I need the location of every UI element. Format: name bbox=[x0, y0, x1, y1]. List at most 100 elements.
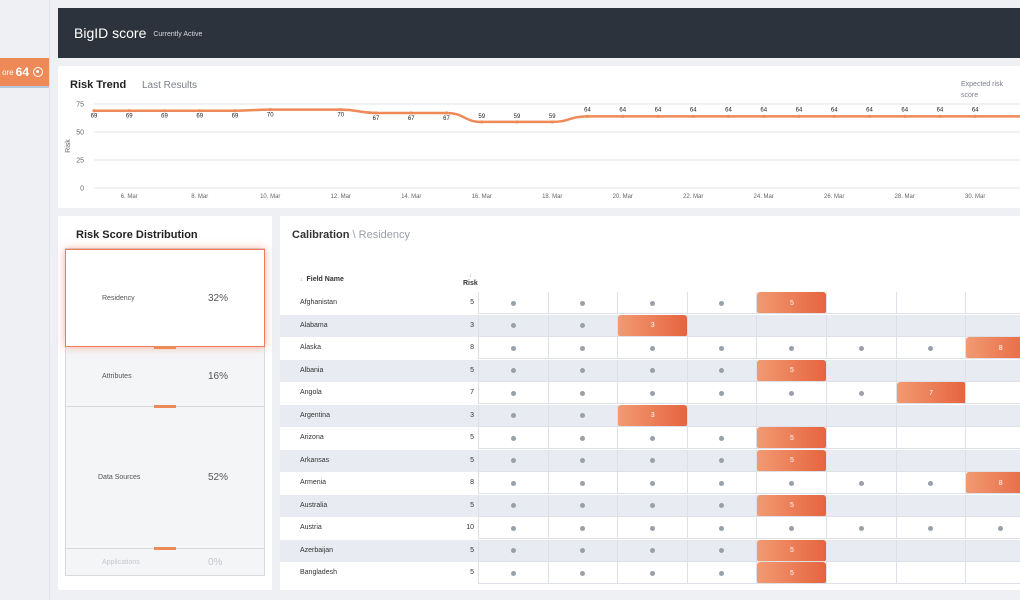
risk-cell[interactable] bbox=[478, 562, 547, 584]
risk-cell[interactable] bbox=[686, 337, 756, 359]
risk-cell[interactable] bbox=[826, 404, 895, 427]
risk-cell[interactable] bbox=[965, 517, 1020, 539]
risk-cell[interactable] bbox=[895, 494, 965, 517]
risk-cell[interactable] bbox=[547, 359, 617, 382]
selected-risk-cell[interactable]: 8 bbox=[966, 472, 1020, 494]
table-row[interactable]: Argentina 3 3 bbox=[280, 404, 1020, 427]
selected-risk-cell[interactable]: 5 bbox=[757, 539, 827, 562]
risk-cell[interactable]: 8 bbox=[965, 472, 1020, 494]
risk-cell[interactable] bbox=[965, 359, 1020, 382]
risk-cell[interactable] bbox=[686, 494, 756, 517]
risk-cell[interactable] bbox=[547, 472, 617, 494]
risk-cell[interactable] bbox=[965, 292, 1020, 314]
risk-cell[interactable]: 5 bbox=[756, 449, 827, 472]
table-row[interactable]: Arizona 5 5 bbox=[280, 427, 1020, 449]
calibration-title[interactable]: Calibration bbox=[292, 229, 350, 241]
risk-cell[interactable] bbox=[826, 472, 895, 494]
table-row[interactable]: Angola 7 7 bbox=[280, 382, 1020, 404]
risk-cell[interactable] bbox=[617, 292, 686, 314]
risk-cell[interactable] bbox=[686, 292, 756, 314]
risk-cell[interactable] bbox=[895, 404, 965, 427]
table-row[interactable]: Arkansas 5 5 bbox=[280, 449, 1020, 472]
risk-cell[interactable] bbox=[895, 449, 965, 472]
selected-risk-cell[interactable]: 3 bbox=[618, 404, 688, 427]
risk-cell[interactable] bbox=[478, 382, 547, 404]
table-row[interactable]: Albania 5 5 bbox=[280, 359, 1020, 382]
risk-cell[interactable] bbox=[478, 472, 547, 494]
distribution-item-applications[interactable]: Applications 0% bbox=[66, 549, 264, 575]
risk-cell[interactable] bbox=[617, 562, 686, 584]
risk-cell[interactable] bbox=[547, 494, 617, 517]
risk-cell[interactable] bbox=[478, 337, 547, 359]
risk-cell[interactable] bbox=[895, 562, 965, 584]
risk-cell[interactable] bbox=[617, 517, 686, 539]
risk-cell[interactable] bbox=[686, 562, 756, 584]
risk-cell[interactable] bbox=[478, 427, 547, 449]
risk-cell[interactable] bbox=[478, 292, 547, 314]
risk-cell[interactable] bbox=[547, 427, 617, 449]
risk-cell[interactable] bbox=[547, 382, 617, 404]
risk-cell[interactable] bbox=[965, 427, 1020, 449]
risk-cell[interactable] bbox=[895, 427, 965, 449]
risk-cell[interactable] bbox=[686, 404, 756, 427]
risk-cell[interactable] bbox=[756, 517, 825, 539]
risk-cell[interactable] bbox=[826, 314, 895, 337]
risk-cell[interactable] bbox=[617, 427, 686, 449]
distribution-item-data-sources[interactable]: Data Sources 52% bbox=[66, 407, 264, 550]
risk-cell[interactable]: 5 bbox=[756, 427, 827, 449]
risk-cell[interactable] bbox=[686, 539, 756, 562]
risk-cell[interactable] bbox=[895, 292, 965, 314]
risk-cell[interactable] bbox=[547, 517, 617, 539]
risk-cell[interactable]: 5 bbox=[756, 539, 827, 562]
risk-cell[interactable] bbox=[826, 292, 895, 314]
risk-cell[interactable] bbox=[965, 562, 1020, 584]
selected-risk-cell[interactable]: 8 bbox=[966, 337, 1020, 359]
risk-cell[interactable] bbox=[965, 404, 1020, 427]
table-row[interactable]: Azerbaijan 5 5 bbox=[280, 539, 1020, 562]
risk-cell[interactable] bbox=[826, 427, 895, 449]
field-name-header[interactable]: ↕ Field Name bbox=[300, 276, 344, 283]
table-row[interactable]: Alabama 3 3 bbox=[280, 314, 1020, 337]
risk-cell[interactable] bbox=[756, 472, 825, 494]
risk-cell[interactable] bbox=[686, 314, 756, 337]
risk-cell[interactable] bbox=[547, 337, 617, 359]
risk-cell[interactable] bbox=[547, 539, 617, 562]
risk-cell[interactable] bbox=[826, 449, 895, 472]
risk-cell[interactable] bbox=[895, 539, 965, 562]
risk-cell[interactable]: 5 bbox=[756, 562, 827, 584]
distribution-item-attributes[interactable]: Attributes 16% bbox=[66, 347, 264, 408]
table-row[interactable]: Armenia 8 8 bbox=[280, 472, 1020, 494]
selected-risk-cell[interactable]: 5 bbox=[757, 494, 827, 517]
selected-risk-cell[interactable]: 5 bbox=[757, 449, 827, 472]
risk-header[interactable]: ↕ Risk bbox=[463, 273, 478, 287]
risk-cell[interactable]: 7 bbox=[895, 382, 966, 404]
risk-cell[interactable] bbox=[826, 517, 895, 539]
table-row[interactable]: Afghanistan 5 5 bbox=[280, 292, 1020, 314]
risk-cell[interactable] bbox=[547, 404, 617, 427]
table-row[interactable]: Australia 5 5 bbox=[280, 494, 1020, 517]
risk-cell[interactable] bbox=[617, 449, 686, 472]
risk-cell[interactable] bbox=[478, 449, 547, 472]
risk-cell[interactable] bbox=[965, 494, 1020, 517]
selected-risk-cell[interactable]: 5 bbox=[757, 359, 827, 382]
risk-cell[interactable] bbox=[826, 562, 895, 584]
risk-cell[interactable] bbox=[617, 359, 686, 382]
risk-cell[interactable] bbox=[826, 539, 895, 562]
risk-cell[interactable] bbox=[756, 382, 825, 404]
risk-cell[interactable] bbox=[965, 449, 1020, 472]
selected-risk-cell[interactable]: 3 bbox=[618, 314, 688, 337]
table-row[interactable]: Bangladesh 5 5 bbox=[280, 562, 1020, 584]
risk-cell[interactable]: 5 bbox=[756, 494, 827, 517]
risk-cell[interactable] bbox=[478, 539, 547, 562]
risk-cell[interactable] bbox=[965, 539, 1020, 562]
risk-cell[interactable] bbox=[617, 472, 686, 494]
risk-cell[interactable]: 5 bbox=[756, 292, 827, 314]
risk-cell[interactable] bbox=[826, 382, 895, 404]
risk-cell[interactable] bbox=[547, 449, 617, 472]
risk-cell[interactable] bbox=[756, 337, 825, 359]
risk-cell[interactable] bbox=[547, 314, 617, 337]
risk-cell[interactable] bbox=[826, 494, 895, 517]
risk-cell[interactable] bbox=[686, 382, 756, 404]
selected-risk-cell[interactable]: 7 bbox=[896, 382, 966, 404]
risk-cell[interactable] bbox=[826, 337, 895, 359]
